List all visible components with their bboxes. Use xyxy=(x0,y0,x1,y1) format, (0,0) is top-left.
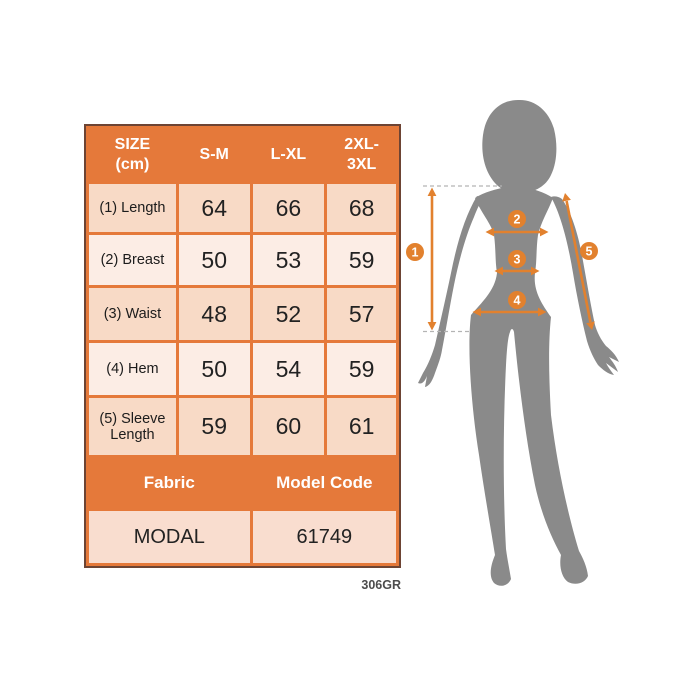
measurement-figure: 1 2 3 4 5 xyxy=(406,99,619,586)
table-row: (2) Breast 50 53 59 xyxy=(89,235,396,285)
col-header-2xl3xl: 2XL- 3XL xyxy=(344,136,379,173)
value-cell: 59 xyxy=(178,398,250,455)
value-cell: 59 xyxy=(327,235,396,285)
left-arm-shape xyxy=(418,196,483,387)
value-cell: 68 xyxy=(327,184,396,232)
value-cell: 48 xyxy=(178,288,250,340)
measure-badge-5: 5 xyxy=(580,242,598,260)
footer-header-row: Fabric Model Code xyxy=(89,458,396,508)
measure-badge-2: 2 xyxy=(508,210,526,228)
measure-badge-1: 1 xyxy=(406,243,424,261)
table-row: (3) Waist 48 52 57 xyxy=(89,288,396,340)
col-header-size: SIZE (cm) xyxy=(114,136,151,173)
value-cell: 59 xyxy=(327,343,396,395)
footer-value-row: MODAL 61749 xyxy=(89,511,396,563)
female-body-silhouette xyxy=(418,99,619,586)
col-header-lxl: L-XL xyxy=(270,146,307,163)
value-cell: 61 xyxy=(327,398,396,455)
model-variant-note: 306GR xyxy=(361,578,401,592)
measure-arrow-sleeve xyxy=(562,193,595,330)
value-cell: 60 xyxy=(252,398,325,455)
svg-text:5: 5 xyxy=(586,244,593,258)
measure-badge-4: 4 xyxy=(508,291,526,309)
model-code-value: 61749 xyxy=(252,511,396,563)
svg-text:2: 2 xyxy=(514,212,521,226)
col-header-sm: S-M xyxy=(199,146,229,163)
value-cell: 66 xyxy=(252,184,325,232)
value-cell: 50 xyxy=(178,343,250,395)
row-label-length: (1) Length xyxy=(89,184,176,232)
measure-arrow-waist xyxy=(494,266,540,276)
row-label-hem: (4) Hem xyxy=(89,343,176,395)
model-code-header: Model Code xyxy=(276,473,373,493)
row-label-waist: (3) Waist xyxy=(89,288,176,340)
table-row: (5) Sleeve Length 59 60 61 xyxy=(89,398,396,455)
value-cell: 53 xyxy=(252,235,325,285)
right-arm-shape xyxy=(551,196,619,375)
size-table: SIZE (cm) S-M L-XL 2XL- 3XL (1) Length 6… xyxy=(86,126,399,566)
value-cell: 64 xyxy=(178,184,250,232)
svg-text:4: 4 xyxy=(514,293,521,307)
value-cell: 57 xyxy=(327,288,396,340)
table-header-row: SIZE (cm) S-M L-XL 2XL- 3XL xyxy=(89,129,396,181)
measure-badge-3: 3 xyxy=(508,250,526,268)
measure-arrow-breast xyxy=(485,227,549,237)
value-cell: 54 xyxy=(252,343,325,395)
table-row: (1) Length 64 66 68 xyxy=(89,184,396,232)
fabric-header: Fabric xyxy=(143,473,195,493)
row-label-sleeve-length: (5) Sleeve Length xyxy=(89,398,176,455)
row-label-breast: (2) Breast xyxy=(89,235,176,285)
size-table-frame: SIZE (cm) S-M L-XL 2XL- 3XL (1) Length 6… xyxy=(84,124,401,568)
size-chart-panel: SIZE (cm) S-M L-XL 2XL- 3XL (1) Length 6… xyxy=(84,124,402,592)
value-cell: 52 xyxy=(252,288,325,340)
measure-arrow-hem xyxy=(472,307,547,317)
value-cell: 50 xyxy=(178,235,250,285)
torso-legs-shape xyxy=(469,170,588,586)
head-hair-shape xyxy=(482,99,557,194)
table-row: (4) Hem 50 54 59 xyxy=(89,343,396,395)
svg-text:1: 1 xyxy=(412,245,419,259)
measure-arrow-length xyxy=(427,187,437,331)
fabric-value: MODAL xyxy=(89,511,250,563)
svg-text:3: 3 xyxy=(514,252,521,266)
